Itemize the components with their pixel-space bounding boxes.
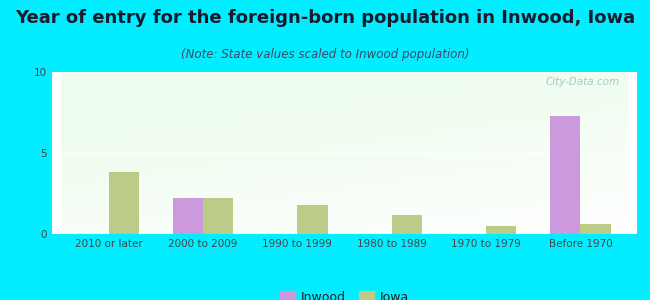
Bar xyxy=(203,198,233,234)
Bar xyxy=(580,224,610,234)
Text: (Note: State values scaled to Inwood population): (Note: State values scaled to Inwood pop… xyxy=(181,48,469,61)
Bar xyxy=(173,198,203,234)
Bar xyxy=(109,172,139,234)
Text: Year of entry for the foreign-born population in Inwood, Iowa: Year of entry for the foreign-born popul… xyxy=(15,9,635,27)
Bar xyxy=(297,205,328,234)
Legend: Inwood, Iowa: Inwood, Iowa xyxy=(275,286,414,300)
Bar xyxy=(550,116,580,234)
Bar xyxy=(392,214,422,234)
Text: City-Data.com: City-Data.com xyxy=(545,77,619,87)
Bar xyxy=(486,226,516,234)
